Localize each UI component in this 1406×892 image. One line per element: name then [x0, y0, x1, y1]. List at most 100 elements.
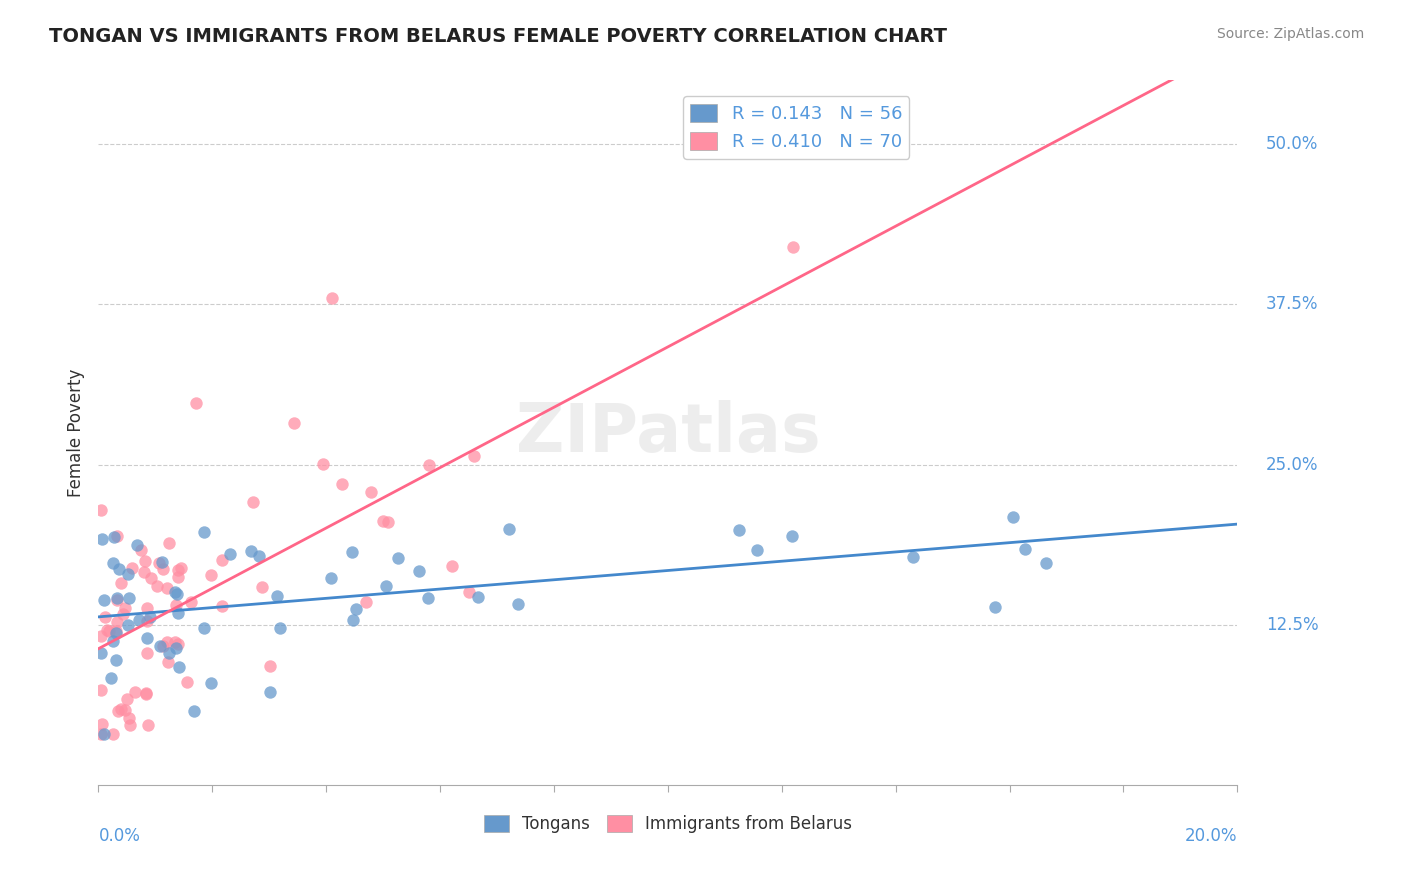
- Point: [780, 529, 803, 543]
- Point: [418, 458, 440, 472]
- Point: [117, 566, 139, 581]
- Point: [180, 595, 202, 609]
- Point: [319, 571, 342, 585]
- Point: [375, 579, 398, 593]
- Point: [117, 618, 139, 632]
- Point: [118, 710, 141, 724]
- Point: [91, 716, 114, 731]
- Point: [103, 530, 125, 544]
- Point: [90, 629, 112, 643]
- Point: [134, 565, 156, 579]
- Point: [148, 556, 170, 570]
- Text: TONGAN VS IMMIGRANTS FROM BELARUS FEMALE POVERTY CORRELATION CHART: TONGAN VS IMMIGRANTS FROM BELARUS FEMALE…: [49, 27, 948, 45]
- Point: [114, 601, 136, 615]
- Text: 37.5%: 37.5%: [1265, 295, 1319, 313]
- Point: [200, 568, 222, 582]
- Point: [408, 564, 430, 578]
- Point: [440, 559, 463, 574]
- Point: [167, 660, 190, 674]
- Point: [90, 682, 112, 697]
- Point: [107, 704, 129, 718]
- Text: ZIPatlas: ZIPatlas: [516, 400, 820, 466]
- Point: [101, 727, 124, 741]
- Point: [115, 691, 138, 706]
- Point: [165, 598, 187, 612]
- Point: [90, 502, 112, 516]
- Point: [152, 639, 174, 653]
- Point: [104, 653, 127, 667]
- Point: [118, 591, 141, 606]
- Point: [745, 542, 768, 557]
- Point: [94, 610, 117, 624]
- Point: [330, 476, 353, 491]
- Point: [104, 625, 127, 640]
- Point: [108, 562, 131, 576]
- Point: [342, 545, 364, 559]
- Point: [91, 532, 114, 546]
- Point: [138, 718, 160, 732]
- Point: [135, 646, 157, 660]
- Point: [193, 525, 215, 540]
- Text: 20.0%: 20.0%: [1185, 827, 1237, 846]
- Point: [156, 581, 179, 595]
- Point: [166, 587, 188, 601]
- Point: [901, 549, 924, 564]
- Point: [387, 551, 409, 566]
- Point: [200, 676, 222, 690]
- Point: [167, 563, 190, 577]
- Text: 0.0%: 0.0%: [98, 827, 141, 846]
- Point: [134, 554, 156, 568]
- Legend: Tongans, Immigrants from Belarus: Tongans, Immigrants from Belarus: [477, 808, 859, 840]
- Point: [152, 562, 174, 576]
- Point: [105, 615, 128, 629]
- Point: [259, 685, 281, 699]
- Point: [127, 538, 149, 552]
- Point: [90, 727, 112, 741]
- Point: [149, 639, 172, 653]
- Point: [498, 522, 520, 536]
- Point: [467, 590, 489, 604]
- Point: [371, 514, 394, 528]
- Point: [283, 416, 305, 430]
- Point: [218, 547, 240, 561]
- Point: [105, 529, 128, 543]
- Point: [93, 593, 115, 607]
- Point: [105, 593, 128, 607]
- Point: [727, 524, 749, 538]
- Point: [506, 597, 529, 611]
- Point: [165, 585, 187, 599]
- Point: [101, 556, 124, 570]
- Point: [110, 702, 132, 716]
- Point: [101, 633, 124, 648]
- Point: [211, 599, 233, 613]
- Point: [135, 686, 157, 700]
- Point: [100, 672, 122, 686]
- Point: [118, 717, 141, 731]
- Point: [90, 646, 112, 660]
- Point: [193, 621, 215, 635]
- Text: 25.0%: 25.0%: [1265, 456, 1319, 474]
- Point: [983, 599, 1005, 614]
- Point: [250, 581, 273, 595]
- Point: [110, 576, 132, 591]
- Point: [167, 637, 190, 651]
- Point: [1014, 542, 1036, 557]
- Point: [139, 610, 162, 624]
- Point: [96, 624, 118, 638]
- Point: [128, 614, 150, 628]
- Point: [135, 687, 157, 701]
- Point: [259, 658, 281, 673]
- Point: [211, 553, 233, 567]
- Point: [170, 561, 193, 575]
- Point: [416, 591, 439, 605]
- Point: [463, 450, 485, 464]
- Point: [124, 685, 146, 699]
- Text: 12.5%: 12.5%: [1265, 615, 1319, 634]
- Point: [176, 674, 198, 689]
- Point: [321, 291, 343, 305]
- Point: [136, 614, 159, 628]
- Text: 50.0%: 50.0%: [1265, 136, 1319, 153]
- Point: [111, 607, 134, 621]
- Text: Source: ZipAtlas.com: Source: ZipAtlas.com: [1216, 27, 1364, 41]
- Point: [114, 703, 136, 717]
